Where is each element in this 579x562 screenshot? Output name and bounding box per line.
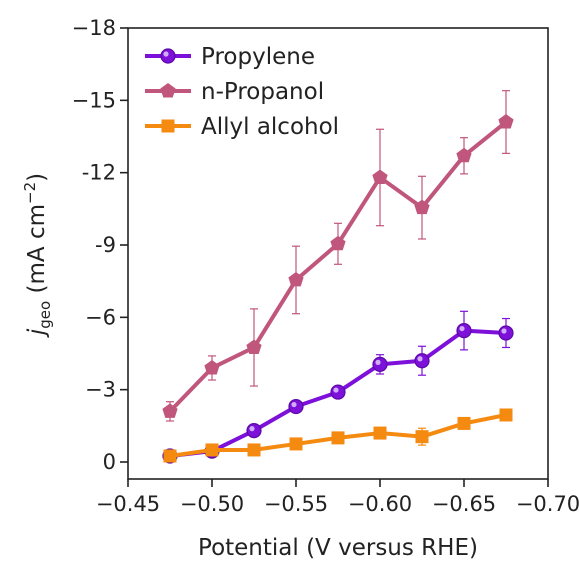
- data-point-pentagon: [162, 403, 178, 418]
- data-point-highlight: [459, 325, 465, 332]
- data-point-pentagon: [498, 114, 514, 129]
- legend-item: n-Propanol: [145, 79, 324, 105]
- y-tick-label: -9: [95, 233, 116, 257]
- x-axis: −0.45 −0.50 −0.55 −0.60 −0.65 −0.70: [96, 479, 579, 516]
- x-tick-label: −0.55: [264, 492, 328, 516]
- y-axis-title-unit: (mA cm: [24, 204, 50, 301]
- data-point-circle: [246, 423, 262, 439]
- plot-area-frame: [127, 27, 549, 480]
- data-point-pentagon: [372, 169, 388, 184]
- data-point-pentagon: [288, 271, 304, 287]
- data-point-square: [373, 426, 387, 440]
- data-point-circle: [456, 322, 472, 339]
- series-line: [168, 120, 508, 413]
- y-axis-title: jgeo (mA cm−2): [21, 173, 54, 338]
- legend-item: Allyl alcohol: [145, 114, 339, 140]
- legend-label: Propylene: [201, 44, 315, 70]
- series-allyl-alcohol: [163, 408, 513, 463]
- legend-label: Allyl alcohol: [201, 114, 339, 140]
- y-tick-label: −15: [72, 88, 116, 112]
- data-point-square: [161, 119, 175, 133]
- x-tick-label: −0.50: [180, 492, 244, 516]
- data-point-circle: [498, 325, 514, 341]
- data-point-highlight: [249, 426, 255, 432]
- x-tick-label: −0.70: [516, 492, 579, 516]
- data-point-square: [247, 443, 261, 457]
- data-point-square: [499, 408, 513, 422]
- y-tick-label: −6: [85, 305, 116, 329]
- data-point-pentagon: [456, 147, 472, 163]
- data-point-circle: [372, 356, 388, 372]
- data-point-pentagon: [160, 83, 176, 98]
- data-point-square: [457, 416, 471, 430]
- y-axis-title-superscript: −2: [21, 182, 39, 204]
- x-tick-label: −0.60: [348, 492, 412, 516]
- y-tick-label: 0: [103, 450, 116, 474]
- data-point-square: [289, 437, 303, 451]
- series-layer: [162, 90, 514, 464]
- data-point-highlight: [375, 359, 381, 365]
- data-point-square: [163, 449, 177, 463]
- legend-label: n-Propanol: [201, 79, 324, 105]
- data-point-square: [205, 443, 219, 457]
- data-point-square: [331, 431, 345, 445]
- y-axis-title-subscript: geo: [36, 301, 54, 329]
- data-point-circle: [414, 353, 430, 369]
- data-point-square: [415, 430, 429, 444]
- legend: Propylene n-Propanol Allyl alcohol: [145, 44, 339, 140]
- data-point-pentagon: [204, 359, 220, 375]
- y-axis-title-close: ): [24, 173, 50, 182]
- x-tick-label: −0.65: [432, 492, 496, 516]
- y-axis-title-symbol: j: [24, 328, 50, 338]
- y-tick-label: −18: [72, 16, 116, 40]
- data-point-circle: [288, 398, 304, 415]
- series-n-propanol: [162, 90, 514, 422]
- data-point-highlight: [501, 328, 507, 334]
- x-axis-title: Potential (V versus RHE): [198, 535, 478, 561]
- x-tick-label: −0.45: [96, 492, 160, 516]
- data-point-pentagon: [414, 199, 430, 215]
- data-point-highlight: [291, 401, 297, 408]
- y-axis: 0 −3 −6 -9 -12 −15 −18: [72, 16, 128, 474]
- data-point-pentagon: [330, 235, 346, 251]
- data-point-highlight: [163, 51, 169, 57]
- y-tick-label: −3: [85, 378, 116, 402]
- data-point-highlight: [417, 356, 423, 362]
- legend-item: Propylene: [145, 44, 315, 70]
- y-tick-label: -12: [82, 161, 116, 185]
- data-point-highlight: [333, 387, 339, 393]
- data-point-circle: [330, 384, 346, 400]
- data-point-circle: [160, 48, 176, 64]
- data-point-pentagon: [246, 339, 262, 354]
